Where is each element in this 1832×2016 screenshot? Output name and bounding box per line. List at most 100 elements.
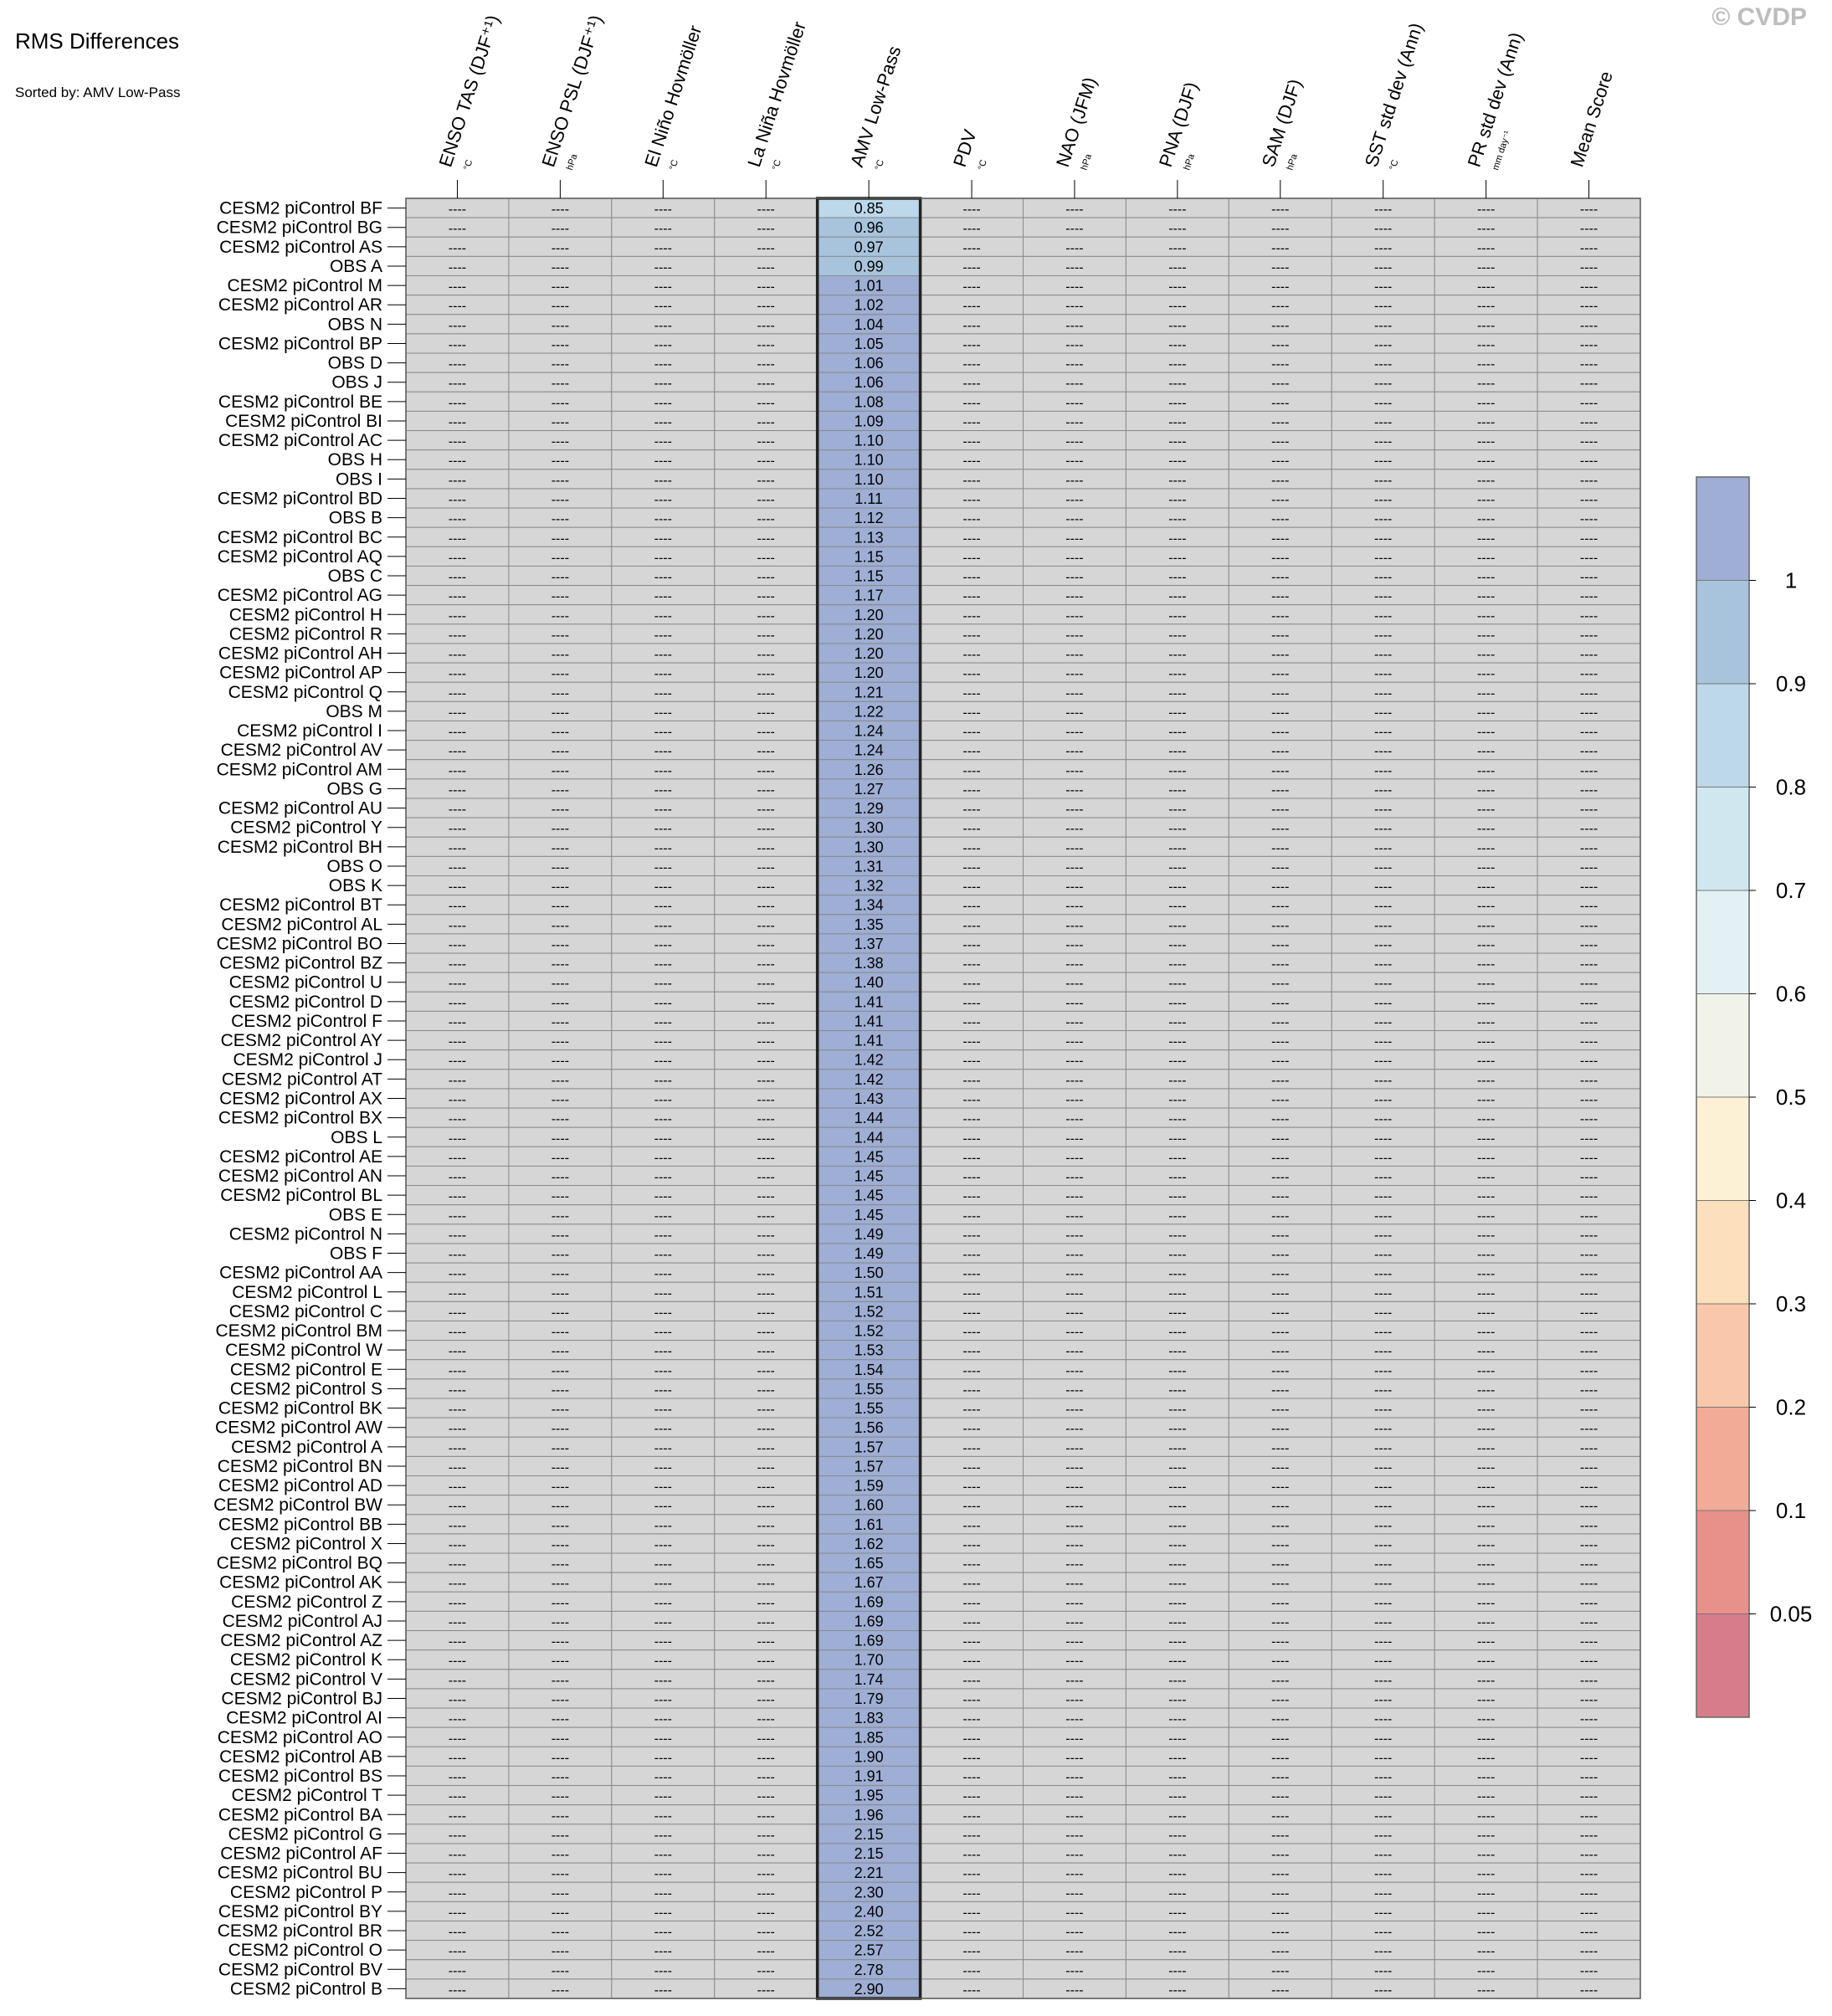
missing-value-label: ---- xyxy=(1168,957,1186,972)
missing-value-label: ---- xyxy=(1580,667,1598,681)
missing-value-label: ---- xyxy=(449,571,466,585)
missing-value-label: ---- xyxy=(757,1229,775,1243)
row-label: CESM2 piControl BS xyxy=(218,1767,382,1786)
missing-value-label: ---- xyxy=(1065,1886,1083,1901)
missing-value-label: ---- xyxy=(449,1151,466,1165)
missing-value-label: ---- xyxy=(552,726,569,740)
missing-value-label: ---- xyxy=(1168,551,1186,565)
missing-value-label: ---- xyxy=(962,1209,980,1223)
amv-value-label: 1.57 xyxy=(854,1439,884,1455)
missing-value-label: ---- xyxy=(1168,1151,1186,1165)
missing-value-label: ---- xyxy=(1374,996,1392,1010)
missing-value-label: ---- xyxy=(654,609,672,623)
missing-value-label: ---- xyxy=(1580,512,1598,526)
amv-value-label: 1.90 xyxy=(854,1748,884,1765)
row-label: CESM2 piControl AW xyxy=(215,1418,382,1438)
missing-value-label: ---- xyxy=(1374,1015,1392,1029)
missing-value-label: ---- xyxy=(1477,1190,1495,1204)
missing-value-label: ---- xyxy=(757,1480,775,1495)
missing-value-label: ---- xyxy=(552,590,569,604)
missing-value-label: ---- xyxy=(552,1693,569,1707)
amv-value-label: 1.01 xyxy=(854,278,884,295)
amv-value-label: 1.69 xyxy=(854,1613,884,1629)
missing-value-label: ---- xyxy=(1271,1693,1289,1707)
missing-value-label: ---- xyxy=(1477,822,1495,836)
amv-value-label: 1.42 xyxy=(854,1052,884,1069)
column-header-label: ENSO PSL (DJF⁺¹) xyxy=(537,13,606,170)
missing-value-label: ---- xyxy=(1065,377,1083,391)
missing-value-label: ---- xyxy=(1065,1693,1083,1707)
missing-value-label: ---- xyxy=(1168,919,1186,933)
missing-value-label: ---- xyxy=(1374,938,1392,952)
amv-value-label: 1.10 xyxy=(854,433,884,449)
missing-value-label: ---- xyxy=(757,1771,775,1785)
missing-value-label: ---- xyxy=(1477,1771,1495,1785)
missing-value-label: ---- xyxy=(449,1964,466,1978)
missing-value-label: ---- xyxy=(1580,938,1598,952)
missing-value-label: ---- xyxy=(1271,841,1289,855)
missing-value-label: ---- xyxy=(962,241,980,255)
missing-value-label: ---- xyxy=(962,1500,980,1514)
missing-value-label: ---- xyxy=(757,1015,775,1029)
missing-value-label: ---- xyxy=(1580,1209,1598,1223)
missing-value-label: ---- xyxy=(962,1615,980,1629)
missing-value-label: ---- xyxy=(1374,1557,1392,1572)
missing-value-label: ---- xyxy=(1477,1538,1495,1552)
missing-value-label: ---- xyxy=(1374,1112,1392,1126)
row-label: CESM2 piControl AV xyxy=(221,741,382,760)
missing-value-label: ---- xyxy=(757,1751,775,1765)
missing-value-label: ---- xyxy=(1065,1712,1083,1726)
missing-value-label: ---- xyxy=(1374,1615,1392,1629)
missing-value-label: ---- xyxy=(1065,1577,1083,1591)
missing-value-label: ---- xyxy=(1374,1731,1392,1746)
row-label: CESM2 piControl AN xyxy=(218,1167,382,1186)
missing-value-label: ---- xyxy=(1477,938,1495,952)
missing-value-label: ---- xyxy=(654,1945,672,1959)
row-label: OBS N xyxy=(328,315,382,334)
missing-value-label: ---- xyxy=(552,1867,569,1881)
missing-value-label: ---- xyxy=(1065,1326,1083,1340)
colorbar-tick-label: 0.8 xyxy=(1776,775,1806,800)
missing-value-label: ---- xyxy=(1065,880,1083,895)
missing-value-label: ---- xyxy=(1374,1712,1392,1726)
missing-value-label: ---- xyxy=(1374,1460,1392,1475)
amv-value-label: 1.52 xyxy=(854,1303,884,1320)
missing-value-label: ---- xyxy=(1168,1422,1186,1436)
missing-value-label: ---- xyxy=(757,474,775,488)
amv-value-label: 1.67 xyxy=(854,1574,884,1591)
missing-value-label: ---- xyxy=(757,996,775,1010)
missing-value-label: ---- xyxy=(1374,1326,1392,1340)
missing-value-label: ---- xyxy=(1580,1867,1598,1881)
missing-value-label: ---- xyxy=(1065,1654,1083,1669)
missing-value-label: ---- xyxy=(1477,803,1495,817)
missing-value-label: ---- xyxy=(962,1983,980,1998)
missing-value-label: ---- xyxy=(962,1945,980,1959)
missing-value-label: ---- xyxy=(552,300,569,314)
missing-value-label: ---- xyxy=(1374,377,1392,391)
amv-value-label: 1.10 xyxy=(854,471,884,488)
missing-value-label: ---- xyxy=(1580,1190,1598,1204)
missing-value-label: ---- xyxy=(757,1886,775,1901)
missing-value-label: ---- xyxy=(1374,1364,1392,1378)
missing-value-label: ---- xyxy=(1374,841,1392,855)
missing-value-label: ---- xyxy=(1374,1867,1392,1881)
missing-value-label: ---- xyxy=(654,512,672,526)
missing-value-label: ---- xyxy=(1168,1829,1186,1843)
missing-value-label: ---- xyxy=(1477,300,1495,314)
column-header: PDV°C xyxy=(949,126,989,171)
missing-value-label: ---- xyxy=(962,822,980,836)
missing-value-label: ---- xyxy=(449,1345,466,1359)
colorbar-tick-label: 1 xyxy=(1785,568,1797,593)
missing-value-label: ---- xyxy=(1580,1151,1598,1165)
missing-value-label: ---- xyxy=(449,415,466,429)
missing-value-label: ---- xyxy=(552,745,569,759)
missing-value-label: ---- xyxy=(962,1345,980,1359)
amv-value-label: 1.10 xyxy=(854,452,884,469)
missing-value-label: ---- xyxy=(962,841,980,855)
missing-value-label: ---- xyxy=(1374,571,1392,585)
row-label: CESM2 piControl BT xyxy=(219,895,382,915)
missing-value-label: ---- xyxy=(757,1093,775,1107)
missing-value-label: ---- xyxy=(1065,1926,1083,1940)
missing-value-label: ---- xyxy=(757,1326,775,1340)
missing-value-label: ---- xyxy=(757,551,775,565)
